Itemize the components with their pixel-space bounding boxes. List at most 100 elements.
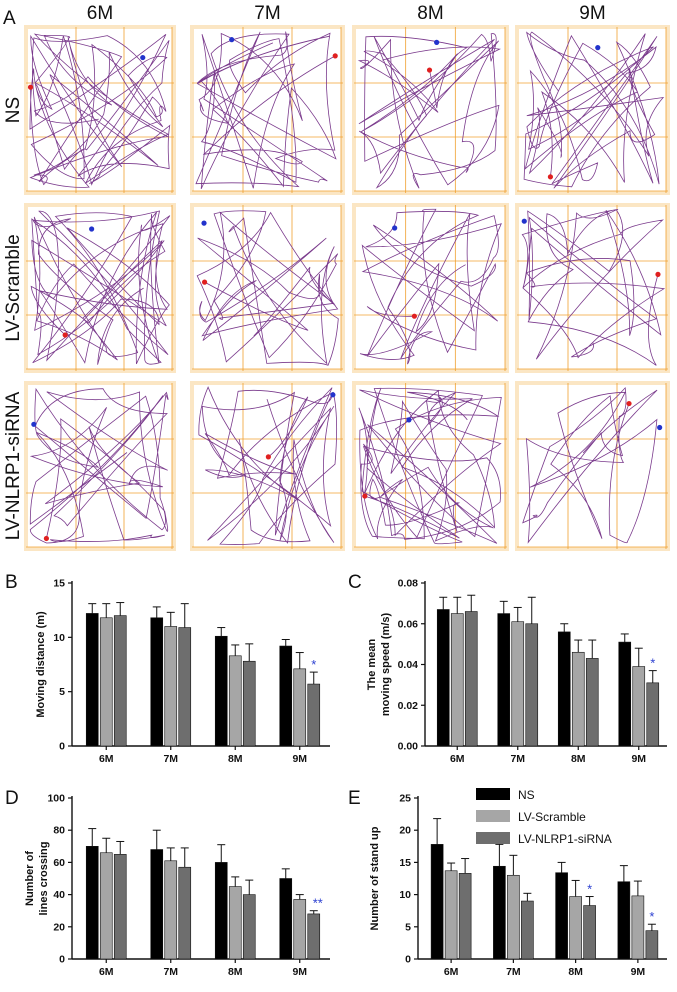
y-tick-label: 0.02	[398, 700, 419, 712]
bar-E-7M-0	[493, 865, 506, 960]
y-axis-label: lines crossing	[38, 842, 50, 916]
bar-B-6M-0	[85, 613, 99, 747]
bar-B-6M-1	[99, 617, 113, 747]
bar-C-6M-0	[436, 609, 450, 747]
track-plot-LV-Scramble-8M	[352, 203, 509, 373]
bar-D-9M-2	[307, 913, 321, 960]
start-marker	[140, 54, 146, 61]
track-path	[198, 386, 338, 545]
end-marker	[62, 332, 68, 338]
y-tick-label: 0	[59, 741, 65, 753]
start-marker	[657, 424, 663, 431]
track-plot-NS-9M	[515, 25, 670, 195]
panel-d-letter: D	[5, 788, 19, 809]
bar-E-9M-2	[645, 930, 659, 960]
bar-B-7M-2	[178, 627, 192, 747]
end-marker	[547, 174, 554, 180]
chart-c-moving-speed: C 0.00 0.02 0.04 0.06 0.08 The mean moving spee…	[348, 572, 667, 765]
x-tick-label-8M: 8M	[571, 753, 586, 765]
track-plot-LV-NLRP1-siRNA-8M	[352, 381, 509, 551]
chart-e-stand-up: E 0 5 10 15 20 25 Number of stand up 6M 7M 8M 9M * * N…	[348, 788, 667, 978]
bar-C-7M-0	[497, 613, 511, 747]
legend: NS LV-Scramble LV-NLRP1-siRNA	[476, 788, 612, 846]
start-marker	[434, 39, 440, 45]
bar-D-7M-0	[150, 849, 164, 960]
x-tick-label-8M: 8M	[228, 966, 243, 978]
bar-E-9M-1	[631, 895, 645, 960]
row-label-0: NS	[3, 97, 24, 123]
start-marker	[392, 225, 398, 231]
start-marker	[89, 226, 95, 232]
significance-marker: *	[649, 909, 654, 924]
bar-E-8M-0	[555, 872, 568, 960]
y-tick-label: 10	[53, 632, 65, 644]
bar-B-7M-1	[164, 626, 178, 747]
start-marker	[406, 417, 412, 423]
significance-marker: *	[311, 657, 316, 672]
bar-E-8M-1	[569, 896, 582, 960]
x-tick-label-9M: 9M	[631, 753, 646, 765]
start-marker	[229, 37, 235, 43]
end-marker	[201, 279, 208, 285]
figure-a-track-plots: A 6M 7M 8M 9M NS LV-Scramble LV-NLRP1-siRNA	[3, 3, 670, 551]
bar-C-8M-1	[571, 651, 585, 747]
y-tick-label: 0	[405, 954, 411, 966]
track-path	[30, 210, 171, 365]
track-plot-LV-NLRP1-siRNA-7M	[190, 381, 345, 551]
track-path	[521, 209, 666, 366]
bar-E-6M-0	[430, 844, 444, 960]
y-tick-label: 40	[53, 889, 65, 901]
end-marker	[411, 313, 417, 319]
end-marker	[626, 400, 632, 407]
bar-B-8M-1	[228, 655, 242, 747]
bar-D-6M-1	[99, 852, 113, 960]
bar-C-8M-0	[557, 631, 571, 747]
end-marker	[265, 454, 271, 460]
y-tick-label: 0.00	[398, 741, 419, 753]
bar-D-9M-0	[279, 878, 293, 960]
bar-D-6M-2	[113, 854, 127, 960]
y-axis-label: moving speed (m/s)	[380, 613, 392, 717]
bar-C-9M-0	[618, 641, 632, 747]
track-path	[522, 386, 658, 544]
x-tick-label-7M: 7M	[163, 753, 178, 765]
bar-E-6M-1	[444, 870, 458, 960]
bar-D-8M-0	[214, 862, 228, 960]
row-label-1: LV-Scramble	[3, 234, 24, 341]
start-marker	[201, 220, 207, 226]
row-label-2: LV-NLRP1-siRNA	[3, 391, 24, 540]
bar-B-8M-0	[214, 635, 228, 747]
y-tick-label: 0.08	[398, 578, 419, 590]
bar-C-6M-1	[450, 613, 464, 747]
y-tick-label: 15	[53, 578, 65, 590]
panel-a-letter: A	[3, 8, 16, 29]
bar-C-7M-1	[511, 621, 525, 747]
track-plot-NS-7M	[190, 25, 345, 195]
significance-marker: *	[650, 656, 655, 671]
x-tick-label-7M: 7M	[506, 966, 521, 978]
track-plot-LV-Scramble-9M	[515, 203, 670, 373]
panel-b-letter: B	[5, 572, 18, 593]
panel-c-letter: C	[348, 572, 362, 593]
y-axis-label: Moving distance (m)	[35, 611, 47, 718]
track-path	[523, 31, 665, 189]
column-label-9M: 9M	[579, 3, 605, 24]
bar-C-6M-2	[464, 611, 478, 747]
y-tick-label: 0.06	[398, 618, 419, 630]
start-marker	[595, 45, 601, 51]
column-label-8M: 8M	[417, 3, 443, 24]
bar-D-7M-2	[178, 866, 192, 960]
bar-B-9M-2	[307, 683, 321, 747]
start-marker	[521, 218, 527, 224]
x-tick-label-7M: 7M	[510, 753, 525, 765]
track-path	[358, 387, 502, 545]
bar-C-8M-2	[585, 658, 599, 747]
bar-D-9M-1	[293, 899, 307, 960]
end-marker	[43, 535, 50, 542]
track-path	[359, 208, 502, 365]
start-marker	[330, 392, 336, 398]
end-marker	[27, 84, 34, 90]
legend-label-0: NS	[518, 788, 535, 802]
y-tick-label: 80	[53, 825, 65, 837]
legend-label-2: LV-NLRP1-siRNA	[518, 832, 612, 846]
